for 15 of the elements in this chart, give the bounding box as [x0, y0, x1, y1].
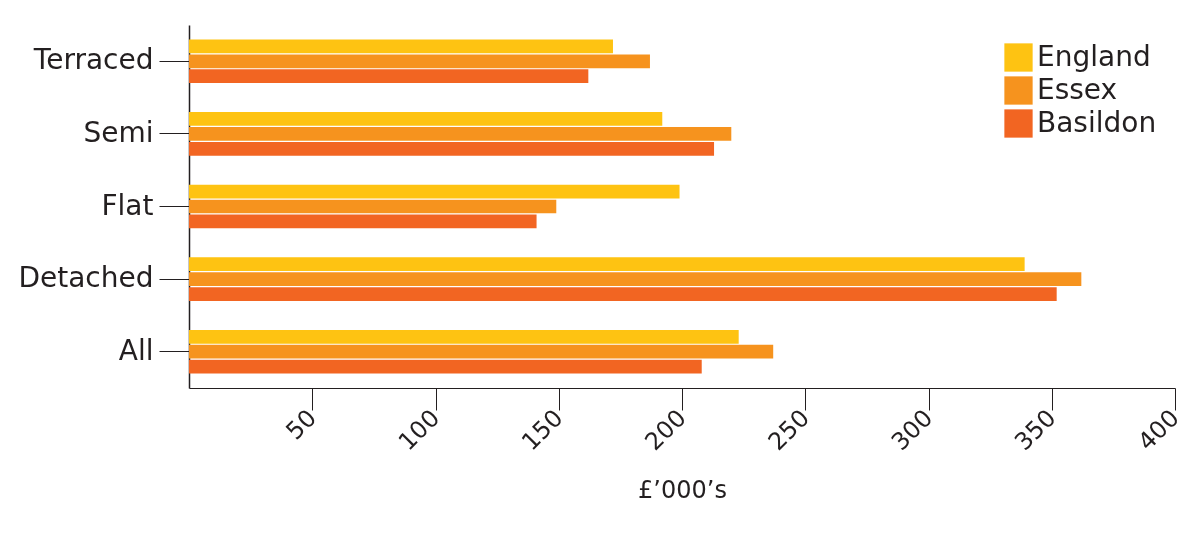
- y-tick-label: Flat: [101, 188, 154, 222]
- x-tick-label: 300: [886, 403, 939, 457]
- x-tick-label: 350: [1009, 403, 1062, 457]
- y-tick-label: All: [118, 333, 154, 367]
- x-axis-title: £’000’s: [638, 476, 727, 505]
- legend-label: Essex: [1037, 72, 1118, 106]
- y-tick-label: Terraced: [32, 43, 154, 77]
- x-tick-label: 150: [516, 403, 569, 457]
- y-tick-label: Semi: [83, 115, 154, 149]
- legend-label: England: [1037, 39, 1151, 73]
- x-tick-label: 100: [393, 403, 446, 457]
- x-tick-label: 50: [280, 403, 322, 446]
- y-tick-label: Detached: [18, 261, 154, 295]
- legend-label: Basildon: [1037, 105, 1157, 139]
- x-tick-label: 400: [1132, 403, 1185, 457]
